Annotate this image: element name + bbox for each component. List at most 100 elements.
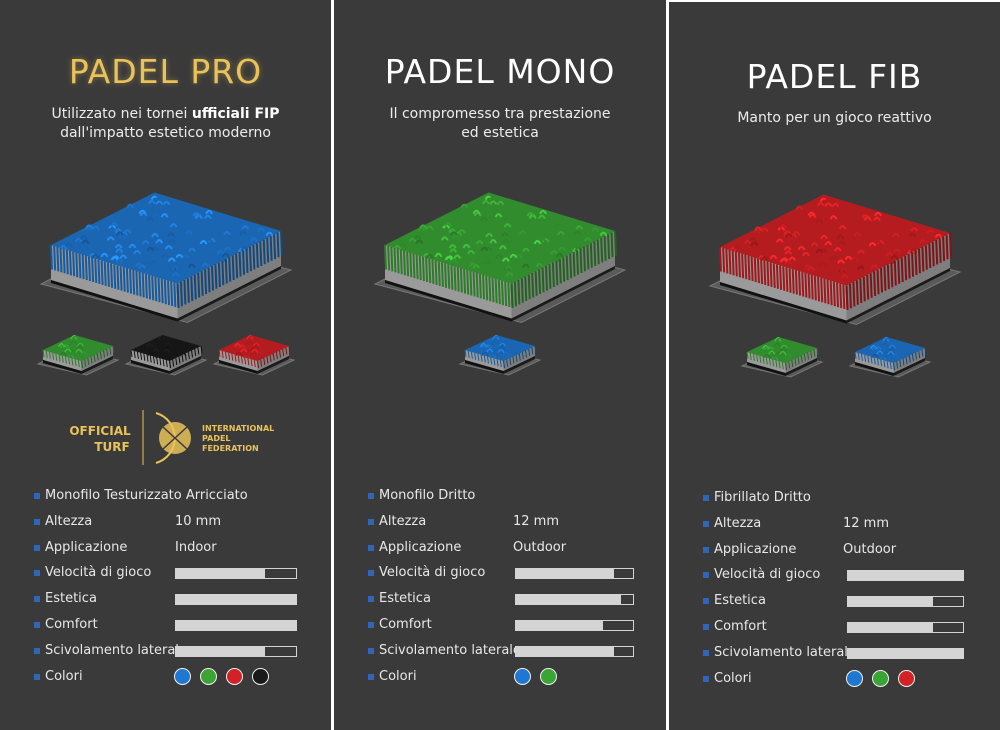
rating-bar-fill — [176, 646, 265, 656]
bullet-icon — [703, 520, 709, 527]
turf-sample-image-red — [708, 194, 962, 326]
spec-row-fibra: Monofilo Dritto — [368, 486, 658, 508]
spec-label: Colori — [379, 668, 417, 684]
rating-bar-fill — [848, 597, 934, 607]
spec-label: Monofilo Testurizzato Arricciato — [45, 488, 248, 503]
spec-label: Applicazione — [45, 539, 128, 555]
bullet-icon — [703, 546, 709, 553]
turf-thumbnail-red[interactable] — [212, 334, 296, 376]
product-title: PADEL FIB — [746, 57, 923, 96]
color-swatch-red[interactable] — [226, 667, 243, 685]
rating-bar-fill — [176, 621, 296, 630]
rating-bar-velocita — [847, 570, 964, 582]
bullet-icon — [34, 493, 40, 499]
rating-bar-scivolamento — [175, 645, 297, 657]
spec-label: Monofilo Dritto — [379, 488, 476, 503]
spec-label: Altezza — [714, 515, 762, 531]
turf-sample-image-blue — [39, 192, 293, 324]
spec-row-comfort: Comfort — [34, 615, 324, 637]
rating-bar-fill — [848, 648, 963, 658]
rating-bar-fill — [516, 595, 622, 605]
bullet-icon — [703, 675, 709, 682]
bullet-icon — [368, 570, 374, 577]
logo-official-text: OFFICIAL — [69, 424, 131, 438]
spec-value: Indoor — [175, 539, 217, 555]
product-subtitle: Il compromesso tra prestazione ed esteti… — [354, 105, 646, 143]
color-swatch-blue[interactable] — [174, 667, 191, 685]
bullet-icon — [34, 518, 40, 525]
color-swatch-green[interactable] — [200, 667, 217, 685]
subtitle-text-line2: ed estetica — [461, 125, 539, 141]
spec-value: 12 mm — [513, 513, 560, 529]
bullet-icon — [368, 673, 374, 680]
subtitle-text: Il compromesso tra prestazione — [389, 106, 611, 122]
bullet-icon — [368, 647, 374, 654]
rating-bar-fill — [848, 571, 963, 581]
spec-value: 10 mm — [175, 513, 222, 529]
product-subtitle: Utilizzato nei tornei ufficiali FIP dall… — [20, 105, 311, 143]
spec-row-estetica: Estetica — [34, 589, 324, 611]
spec-label: Scivolamento laterale — [45, 642, 187, 658]
bullet-icon — [368, 493, 374, 499]
bullet-icon — [703, 649, 709, 656]
spec-label: Colori — [714, 670, 752, 686]
color-swatch-blue[interactable] — [846, 669, 863, 687]
color-swatch-red[interactable] — [898, 669, 915, 687]
spec-row-altezza: Altezza 12 mm — [368, 512, 658, 534]
color-swatch-green[interactable] — [540, 667, 557, 685]
spec-value: Outdoor — [843, 541, 897, 557]
turf-sample-image-green — [373, 192, 627, 324]
subtitle-bold-text: ufficiali FIP — [191, 106, 280, 122]
spec-row-applicazione: Applicazione Indoor — [34, 538, 324, 560]
spec-row-colori: Colori — [703, 669, 993, 691]
color-swatch-blue[interactable] — [514, 667, 531, 685]
spec-row-colori: Colori — [368, 667, 658, 689]
turf-thumbnail-green[interactable] — [36, 334, 120, 376]
bullet-icon — [34, 596, 40, 603]
spec-row-fibra: Monofilo Testurizzato Arricciato — [34, 486, 324, 508]
spec-label: Comfort — [45, 617, 98, 632]
turf-thumbnail-black[interactable] — [124, 334, 208, 376]
spec-label: Scivolamento laterale — [714, 644, 856, 660]
rating-bar-fill — [516, 621, 603, 630]
spec-row-scivolamento: Scivolamento laterale — [368, 641, 658, 663]
logo-federation-text: FEDERATION — [202, 444, 259, 453]
spec-row-altezza: Altezza 12 mm — [703, 514, 993, 536]
rating-bar-scivolamento — [515, 645, 634, 657]
spec-label: Scivolamento laterale — [379, 642, 521, 658]
rating-bar-comfort — [515, 620, 634, 631]
rating-bar-scivolamento — [847, 647, 964, 659]
turf-thumbnail-blue[interactable] — [458, 334, 542, 376]
turf-thumbnail-blue[interactable] — [848, 336, 932, 378]
spec-row-estetica: Estetica — [368, 589, 658, 611]
spec-label: Altezza — [45, 513, 93, 529]
spec-row-velocita: Velocità di gioco — [703, 565, 993, 587]
rating-bar-estetica — [175, 594, 297, 606]
spec-row-applicazione: Applicazione Outdoor — [368, 538, 658, 560]
spec-label: Comfort — [379, 617, 432, 632]
bullet-icon — [703, 624, 709, 630]
spec-row-colori: Colori — [34, 667, 324, 689]
color-swatch-black[interactable] — [252, 667, 269, 685]
bullet-icon — [703, 572, 709, 579]
product-title: PADEL PRO — [68, 52, 263, 91]
rating-bar-estetica — [847, 596, 964, 608]
subtitle-text: Utilizzato nei tornei — [51, 106, 192, 122]
subtitle-text: Manto per un gioco reattivo — [737, 110, 932, 126]
spec-row-estetica: Estetica — [703, 591, 993, 613]
spec-row-comfort: Comfort — [368, 615, 658, 637]
rating-bar-velocita — [515, 568, 634, 580]
logo-international-text: INTERNATIONAL — [202, 424, 274, 433]
spec-label: Fibrillato Dritto — [714, 490, 811, 505]
color-swatch-green[interactable] — [872, 669, 889, 687]
bullet-icon — [34, 622, 40, 628]
bullet-icon — [34, 544, 40, 551]
bullet-icon — [34, 570, 40, 577]
bullet-icon — [703, 495, 709, 501]
spec-label: Applicazione — [714, 541, 797, 557]
rating-bar-velocita — [175, 568, 297, 580]
turf-thumbnail-green[interactable] — [740, 336, 824, 378]
spec-row-scivolamento: Scivolamento laterale — [34, 641, 324, 663]
spec-label: Velocità di gioco — [714, 567, 821, 583]
spec-row-fibra: Fibrillato Dritto — [703, 488, 993, 510]
